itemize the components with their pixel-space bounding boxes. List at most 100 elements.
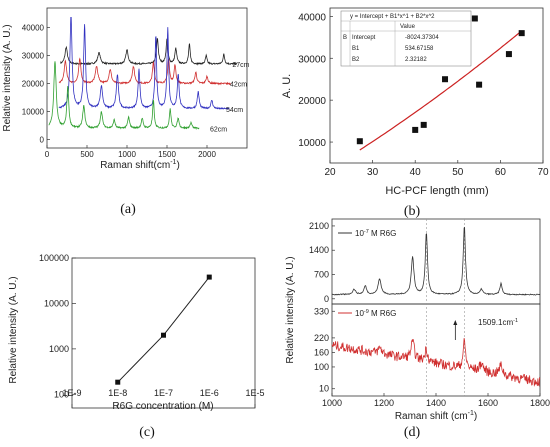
panel-d-top-legend: 10-7 M R6G [338,229,396,238]
x-tick-label: 40 [410,167,422,178]
panel-d-ticks: 1000 1200 1400 1600 1800 0 700 1400 2100 10 100 160… [309,221,550,408]
panel-d-chart: 1000 1200 1400 1600 1800 0 700 1400 2100 10 100 160… [285,218,550,440]
y-tick-label: 220 [314,333,329,343]
y-tick-label: 20000 [298,96,326,107]
data-point [505,51,512,58]
y-tick-label: 100000 [39,253,69,263]
fit-equation: y = Intercept + B1*x^1 + B2*x^2 [350,14,435,20]
data-point [471,15,478,22]
panel-b-marks [356,15,525,151]
data-point [206,274,212,280]
data-point [518,30,525,37]
series-line [117,276,210,383]
peak-annotation: 1509.1cm-1 [478,318,518,327]
y-tick-label: 30000 [22,52,45,61]
panel-d-xlabel: Raman shift (cm-1) [395,410,477,422]
y-tick-label: 40000 [22,24,45,33]
series-line [60,37,238,66]
fit-curve [359,30,523,151]
panel-b-xlabel: HC-PCF length (mm) [385,185,488,197]
data-point [161,332,166,338]
series-label: 42cm [230,82,247,89]
y-tick-label: 40000 [298,12,326,23]
panel-a-xlabel: Raman shift(cm-1) [100,159,180,171]
x-tick-label: 1200 [374,398,394,408]
x-tick-label: 1E-7 [154,388,173,398]
data-point [420,121,427,128]
panel-c-ticks: 1E-9 1E-8 1E-7 1E-6 1E-5 100 1000 10000 100000 [39,253,265,408]
panel-a-label: (a) [120,202,136,217]
annotation-arrow-head [453,320,458,325]
fit-row-value: 2.32182 [405,57,427,63]
y-tick-label: 10000 [44,298,69,308]
panel-d-label: (d) [404,425,421,440]
x-tick-label: 1E-8 [108,388,127,398]
y-tick-label: 30000 [298,54,326,65]
panel-b-label: (b) [404,204,421,219]
x-tick-label: 60 [495,167,507,178]
fit-row-name: B1 [352,46,360,52]
y-tick-label: 10000 [298,138,326,149]
y-tick-label: 10000 [22,108,45,117]
panel-a-ylabel: Relative intensity (A. U.) [2,24,13,131]
x-tick-label: 1E-9 [62,388,81,398]
data-point [412,126,419,133]
fit-value-header: Value [400,24,416,30]
series-line-bottom [331,338,541,387]
panel-b-ticks: 20 30 40 50 60 70 10000 20000 30000 40000 [298,12,549,178]
panel-c-chart: 1E-9 1E-8 1E-7 1E-6 1E-5 100 1000 10000 100000 R… [8,253,265,440]
series-line [58,57,231,86]
x-tick-label: 20 [324,167,336,178]
x-tick-label: 2000 [198,150,216,159]
x-tick-label: 70 [537,167,549,178]
data-point [356,138,363,145]
series-label: 27cm [232,62,249,69]
y-tick-label: 10 [319,384,329,394]
panel-c-marks [115,274,212,385]
series-line [48,61,200,130]
y-tick-label: 100 [314,362,329,372]
x-tick-label: 1000 [118,150,136,159]
fit-row-value: 534.67158 [405,46,434,52]
x-tick-label: 1000 [322,398,342,408]
panel-a-frame [46,7,248,149]
panel-b-frame [329,7,544,164]
y-tick-label: 330 [314,306,329,316]
data-point [442,76,449,83]
x-tick-label: 30 [367,167,379,178]
y-tick-label: 1400 [309,245,329,255]
panel-a-series-group: 27cm 42cm 54cm 62cm [48,17,250,133]
x-tick-label: 1800 [530,398,550,408]
y-tick-label: 0 [40,136,45,145]
y-tick-label: 1000 [49,344,69,354]
panel-c-xlabel: R6G concentration (M) [112,401,213,412]
y-tick-label: 160 [314,347,329,357]
y-tick-label: 700 [314,270,329,280]
x-tick-label: 1E-5 [245,388,264,398]
data-point [476,81,483,88]
series-label: 62cm [210,126,227,133]
data-point [115,379,121,385]
fit-results-table: y = Intercept + B1*x^1 + B2*x^2 Value B … [340,10,472,67]
panel-b-ylabel: A. U. [281,74,293,98]
panel-d-bottom-legend-text: 10-9 M R6G [355,309,396,318]
fit-table-box [340,10,472,67]
fit-group-label: B [343,35,347,41]
fit-row-name: Intercept [352,35,376,41]
panel-c-ylabel: Relative intensity (A. U.) [8,276,19,383]
panel-d-bottom-legend: 10-9 M R6G [338,309,396,318]
y-tick-label: 100 [54,389,69,399]
y-tick-label: 2100 [309,221,329,231]
x-tick-label: 1400 [426,398,446,408]
series-label: 54cm [226,107,243,114]
panel-b-chart: 20 30 40 50 60 70 10000 20000 30000 40000 y = Int… [281,7,549,219]
series-line [58,17,230,111]
x-tick-label: 1E-6 [200,388,219,398]
y-tick-label: 0 [324,294,329,304]
panel-c-label: (c) [139,425,155,440]
x-tick-label: 500 [80,150,94,159]
fit-row-value: -8024.37304 [405,35,439,41]
